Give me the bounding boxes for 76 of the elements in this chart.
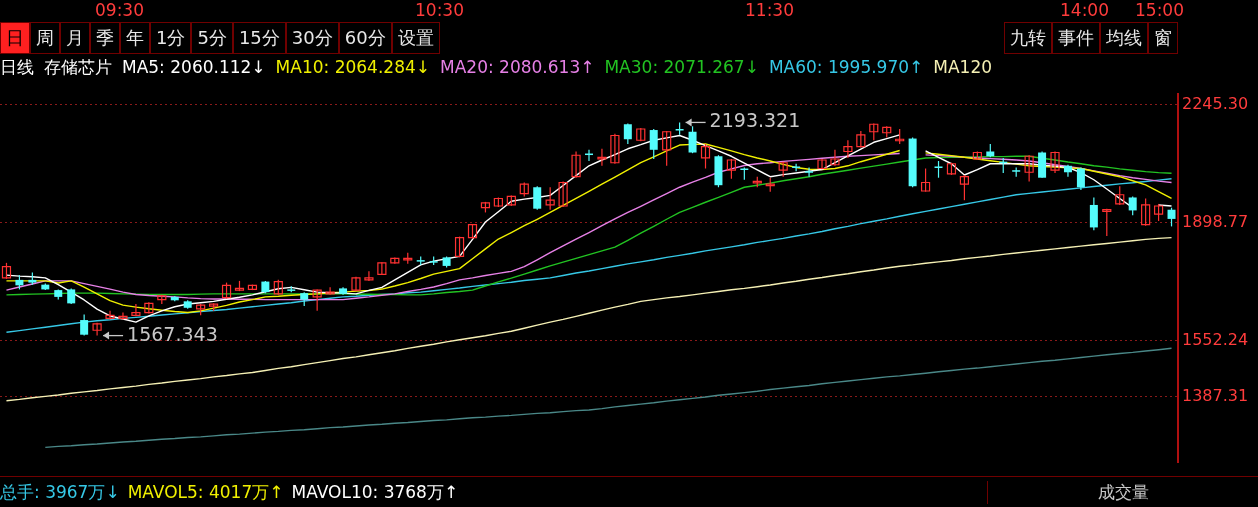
candlestick [105,310,115,320]
text: 11:30 [745,0,794,20]
text: 成交量 [987,480,1258,504]
text: 总手: 3967万↓ [0,480,120,504]
candlestick [726,158,736,180]
candlestick [377,261,387,276]
text: 30分 [285,22,339,54]
text: MA20: 2080.613↑ [440,56,595,79]
text: 1分 [150,22,192,54]
candlestick [131,303,141,317]
text: 季 [90,22,120,54]
text: 窗 [1148,22,1178,54]
text: MA10: 2064.284↓ [275,56,431,79]
candlestick [1128,195,1137,216]
candlestick [1024,154,1034,183]
candlestick [1167,207,1176,228]
candlestick [312,288,322,312]
text: MAVOL5: 4017万↑ [127,480,284,504]
candlestick [662,130,672,167]
candlestick [597,148,607,167]
candlestick [700,143,711,170]
text: 15分 [232,22,286,54]
candlestick [1076,166,1085,191]
chart-title: 存储芯片 [44,56,112,79]
candlestick [1141,197,1151,227]
candlestick [364,270,374,282]
candlestick [843,139,853,159]
y-tick-label: 2245.30 [1182,93,1249,113]
text: 均线 [1100,22,1148,54]
annotation: 1567.343 [127,322,218,345]
text: MA30: 2071.267↓ [604,56,759,79]
chart-subtitle: 日线 [0,56,34,79]
candlestick [688,125,697,154]
candlestick [959,174,970,201]
candlestick [1102,208,1112,237]
text: 5分 [191,22,233,54]
candlestick [92,322,102,337]
text: MA120 [933,56,993,79]
y-tick-label: 1552.24 [1182,329,1249,349]
annotation: 2193.321 [709,109,801,132]
candlestick [1050,150,1060,174]
candlestick [144,301,154,315]
text: 60分 [338,22,392,54]
candlestick [545,186,555,211]
text: 年 [120,22,150,54]
text: 事件 [1052,22,1100,54]
text: MAVOL10: 3768万↑ [291,480,459,504]
candlestick [351,276,361,292]
candlestick [533,185,542,211]
candlestick [1115,185,1125,206]
text: 10:30 [415,0,464,20]
y-tick-label: 1898.77 [1182,211,1249,231]
text: 14:00 [1060,0,1109,20]
text: MA5: 2060.112↓ [122,56,266,79]
text: 设置 [391,22,440,54]
candlestick [1089,196,1098,231]
candlestick [558,180,568,208]
candlestick [571,150,581,179]
candlestick [454,236,465,258]
text: MA60: 1995.970↑ [768,56,924,79]
text: 15:00 [1135,0,1184,20]
text: 日 [0,22,30,54]
text: 月 [60,22,90,54]
candlestick [792,163,801,172]
candlestick [920,167,931,193]
candlestick [610,133,620,165]
y-tick-label: 1387.31 [1182,386,1249,406]
candlestick [830,149,840,167]
candlestick [649,128,658,160]
candlestick [805,166,814,178]
text: 09:30 [95,0,144,20]
candlestick [817,158,827,170]
text: 九转 [1004,22,1052,54]
text: 周 [30,22,60,54]
candlestick [118,311,128,320]
candlestick [325,286,335,296]
